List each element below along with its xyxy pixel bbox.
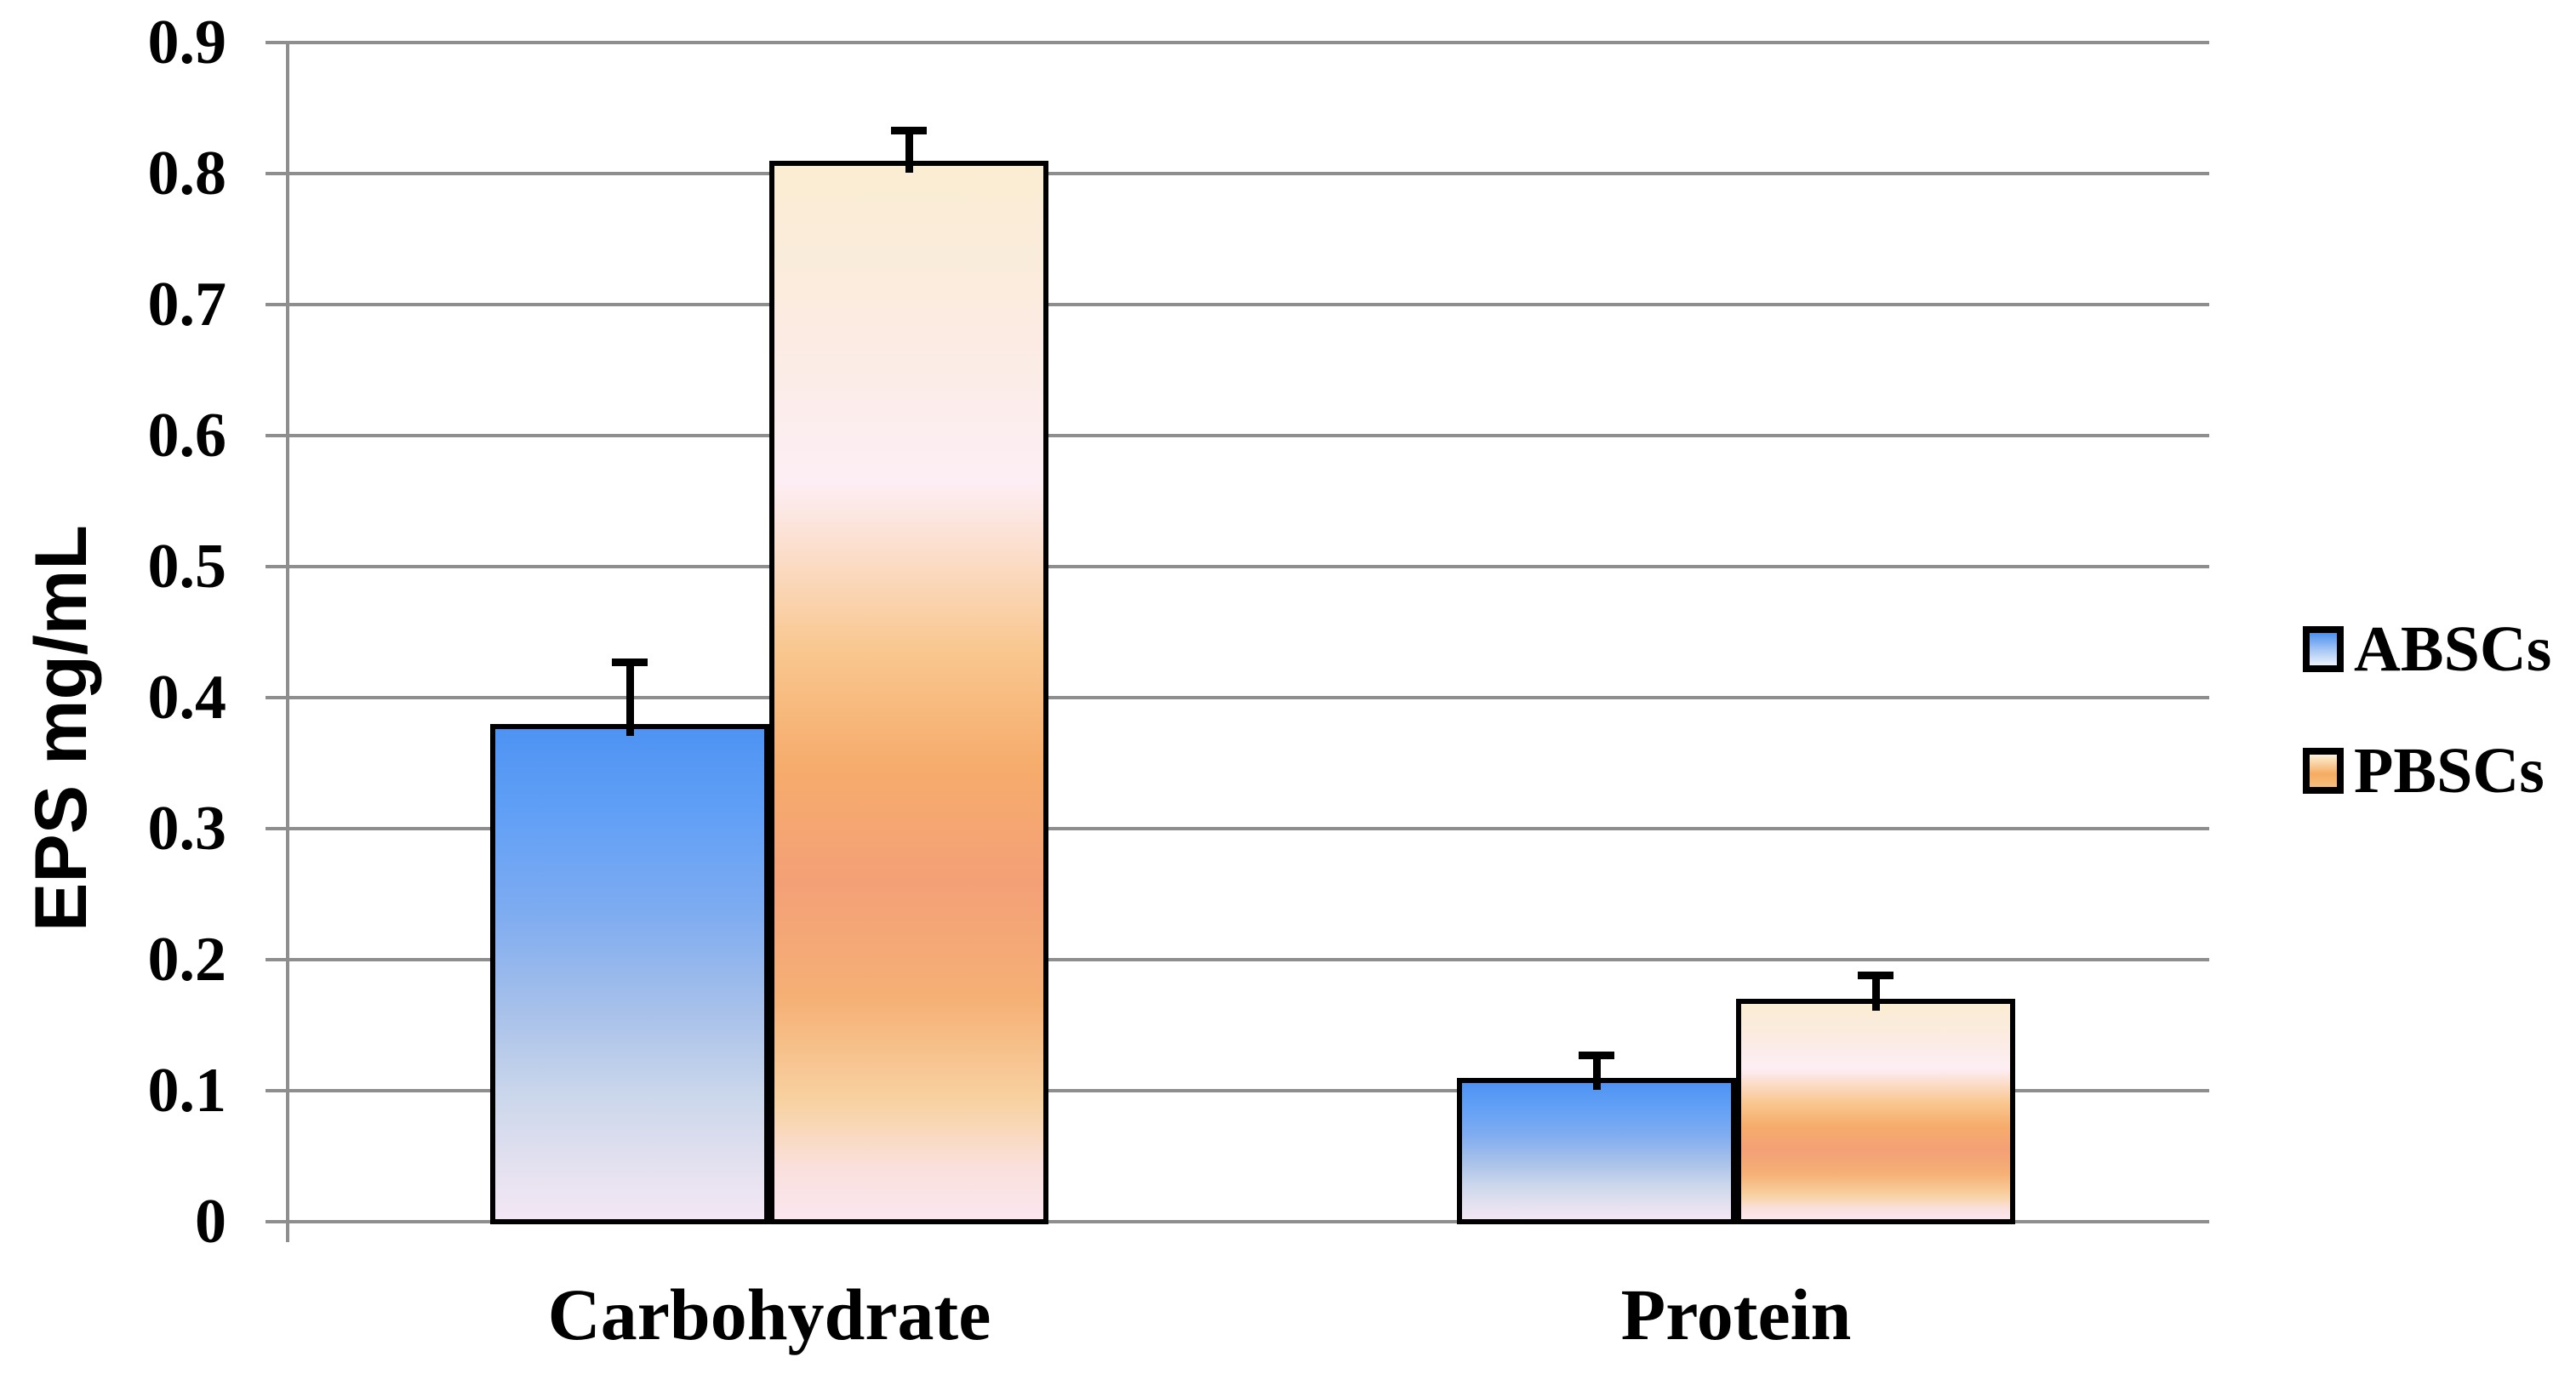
x-axis-line [266,1220,2209,1223]
legend-label-pbscs: PBSCs [2354,735,2545,807]
y-axis-tick [266,434,288,437]
legend-label-abscs: ABSCs [2354,613,2552,685]
y-tick-label: 0.4 [147,663,227,733]
error-bar-stem-abscs-protein [1592,1055,1601,1090]
bar-abscs-carbohydrate [490,723,769,1224]
y-tick-label: 0.7 [147,270,227,339]
y-axis-tick [266,303,288,306]
gridline [288,303,2209,306]
legend-marker-abscs [2303,626,2344,672]
gridline [288,1089,2209,1092]
y-tick-label: 0.9 [147,8,227,77]
error-bar-cap-abscs-carbohydrate [612,658,648,667]
gridline [288,827,2209,830]
legend-marker-pbscs [2303,748,2344,794]
error-bar-cap-pbscs-protein [1858,972,1893,980]
bar-pbscs-carbohydrate [769,160,1048,1224]
bar-abscs-protein [1457,1077,1736,1224]
y-tick-label: 0.6 [147,401,227,470]
bar-pbscs-protein [1736,999,2015,1224]
y-axis-tick [266,696,288,699]
error-bar-stem-abscs-carbohydrate [625,662,634,736]
error-bar-stem-pbscs-carbohydrate [905,130,913,173]
y-tick-label: 0.1 [147,1056,227,1126]
gridline [288,172,2209,175]
x-category-label: Carbohydrate [547,1274,991,1355]
gridline [288,434,2209,437]
y-tick-label: 0.8 [147,139,227,208]
y-axis-tick [266,41,288,44]
y-axis-tick [266,565,288,568]
error-bar-cap-pbscs-carbohydrate [891,127,927,135]
y-tick-label: 0.5 [147,532,227,601]
gridline [288,565,2209,568]
y-tick-label: 0.3 [147,794,227,864]
error-bar-cap-abscs-protein [1579,1052,1614,1060]
y-axis-tick [266,958,288,961]
y-axis-tick [266,1089,288,1092]
gridline [288,958,2209,961]
legend-item-abscs: ABSCs [2303,617,2551,681]
y-tick-label: 0.2 [147,925,227,995]
gridline [288,696,2209,699]
x-category-label: Protein [1620,1274,1852,1355]
y-axis-tick [266,827,288,830]
error-bar-stem-pbscs-protein [1871,975,1880,1012]
y-tick-label: 0 [195,1187,226,1257]
gridline [288,41,2209,44]
legend-item-pbscs: PBSCs [2303,738,2545,803]
y-axis-line [286,43,289,1242]
y-axis-tick [266,172,288,175]
